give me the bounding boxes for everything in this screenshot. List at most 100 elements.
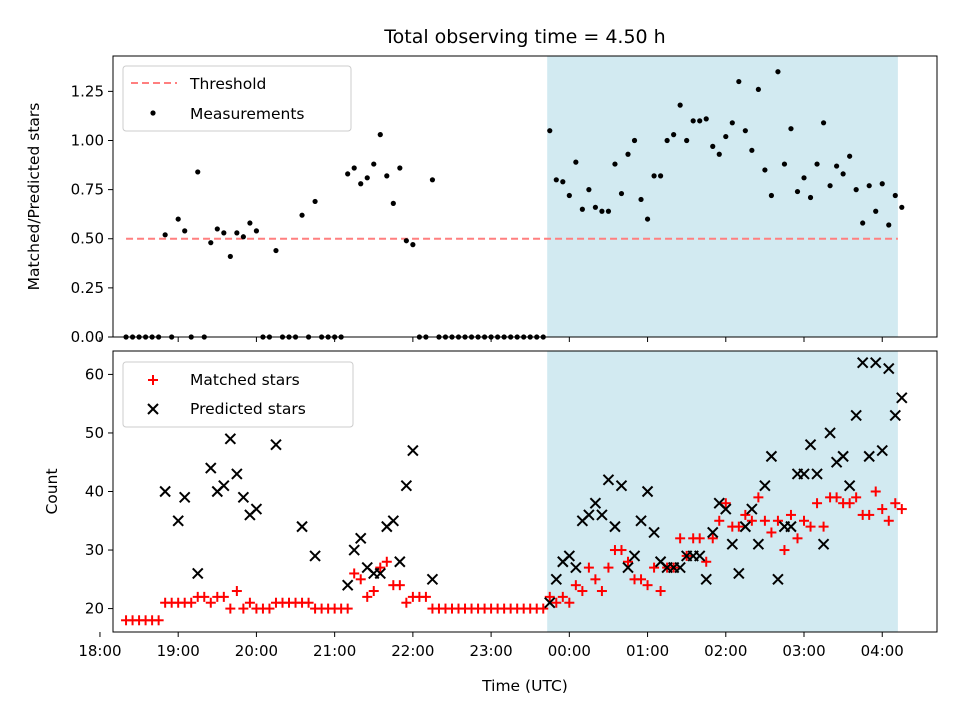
measurement-point (834, 163, 840, 169)
measurement-point (390, 200, 396, 206)
matched-star-point (596, 586, 607, 597)
measurement-point (755, 86, 761, 93)
measurement-point (605, 208, 612, 214)
predicted-star-point (811, 468, 823, 480)
matched-star-point (890, 498, 901, 509)
measurement-point (873, 208, 879, 214)
matched-star-point (355, 574, 366, 585)
measurement-point (827, 183, 833, 189)
matched-star-point (375, 562, 386, 573)
predicted-star-point (863, 450, 875, 463)
matched-star-point (877, 504, 888, 515)
top-legend-box (122, 65, 352, 132)
measurement-point (847, 153, 853, 159)
y-tick-label: 60 (85, 365, 104, 383)
matched-star-point (577, 586, 588, 597)
y-tick-label: 40 (85, 483, 104, 501)
matched-star-point (264, 603, 275, 614)
predicted-star-point (374, 567, 386, 580)
predicted-star-point (596, 509, 608, 521)
predicted-star-point (400, 479, 413, 492)
measurement-point (253, 228, 260, 234)
measurement-point (579, 206, 585, 212)
legend-matched-label: Matched stars (190, 371, 300, 389)
predicted-star-point (250, 503, 263, 515)
measurement-point (586, 187, 592, 193)
matched-star-point (362, 591, 373, 602)
matched-star-point (799, 515, 810, 526)
measurement-point (299, 212, 305, 218)
y-tick-label: 1.25 (71, 82, 104, 100)
predicted-star-point (628, 550, 641, 562)
measurement-point (345, 171, 351, 177)
matched-star-point (818, 521, 829, 532)
measurement-point (886, 222, 892, 228)
x-tick-label: 00:00 (548, 642, 591, 660)
matched-star-point (342, 603, 353, 614)
matched-star-point (766, 527, 777, 538)
matched-star-point (785, 509, 796, 520)
matched-star-point (655, 586, 666, 597)
bottom-panel: 20 30 40 50 60 18:00 19:00 20:00 21:00 22:00 23:00… (78, 350, 938, 660)
matched-star-point (805, 521, 816, 532)
measurement-point (214, 226, 220, 232)
matched-star-point (394, 580, 405, 591)
measurement-point (162, 232, 168, 238)
predicted-star-point (739, 520, 752, 533)
predicted-star-point (387, 515, 400, 527)
measurement-point (788, 126, 794, 132)
measurement-point (807, 194, 814, 201)
predicted-star-point (746, 503, 758, 515)
matched-star-point (714, 515, 725, 526)
y-tick-label: 0.25 (71, 279, 104, 297)
measurement-point (175, 216, 181, 222)
chart-title: Total observing time = 4.50 h (383, 26, 665, 48)
y-tick-label: 1.00 (71, 131, 104, 149)
matched-star-point (225, 603, 236, 614)
matched-star-point (205, 597, 216, 608)
predicted-star-point (870, 357, 882, 369)
y-tick-label: 30 (85, 541, 104, 559)
legend-predicted-label: Predicted stars (190, 400, 306, 418)
measurement-point (781, 161, 788, 167)
predicted-star-point (817, 538, 830, 550)
matched-star-point (759, 515, 770, 526)
predicted-star-point (850, 409, 862, 422)
predicted-star-point (583, 509, 595, 521)
measurement-point (671, 132, 677, 138)
predicted-star-point (700, 573, 712, 586)
measurement-point (879, 181, 885, 187)
predicted-star-point (752, 538, 765, 550)
matched-star-point (740, 509, 751, 520)
predicted-star-point (218, 479, 230, 492)
measurement-point (866, 183, 872, 189)
legend-measurements-label: Measurements (190, 105, 305, 123)
matched-star-point (896, 504, 907, 515)
highlight-span (547, 351, 898, 632)
matched-star-point (538, 603, 549, 614)
measurement-point (703, 116, 709, 122)
x-tick-label: 02:00 (704, 642, 747, 660)
predicted-star-point (720, 503, 732, 515)
x-tick-label: 22:00 (391, 642, 434, 660)
measurement-point (573, 159, 579, 165)
predicted-star-point (159, 485, 171, 498)
top-y-axis-label: Matched/Predicted stars (25, 103, 43, 291)
measurement-point (377, 132, 383, 138)
x-tick-label: 19:00 (157, 642, 200, 660)
measurement-point (801, 175, 807, 181)
matched-star-point (544, 591, 555, 602)
measurement-point (664, 137, 670, 144)
x-tick-label: 01:00 (626, 642, 669, 660)
top-legend: Threshold Measurements (122, 65, 352, 132)
matched-star-point (218, 591, 229, 602)
measurement-point (566, 192, 572, 199)
measurement-point (814, 161, 820, 167)
matched-star-point (851, 492, 862, 503)
predicted-star-point (224, 433, 237, 445)
predicted-star-point (876, 444, 888, 457)
measurement-point (612, 161, 618, 167)
bottom-axes-frame (112, 350, 938, 633)
matched-star-point (590, 574, 601, 585)
measurement-point (677, 102, 683, 108)
